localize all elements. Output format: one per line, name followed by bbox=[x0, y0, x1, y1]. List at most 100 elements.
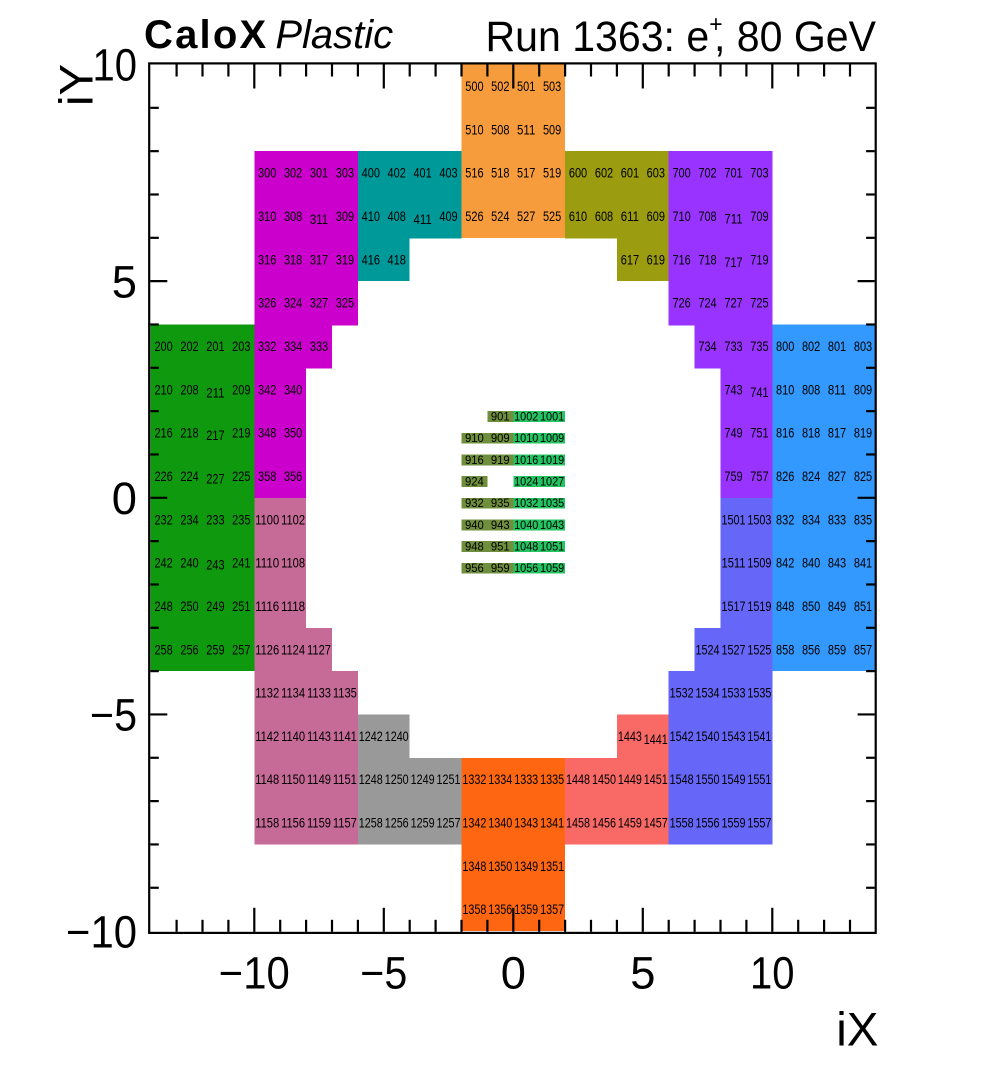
svg-text:242: 242 bbox=[154, 555, 173, 571]
svg-text:310: 310 bbox=[258, 208, 277, 224]
svg-text:1357: 1357 bbox=[540, 901, 564, 917]
svg-text:527: 527 bbox=[517, 208, 536, 224]
svg-text:1010: 1010 bbox=[514, 431, 539, 445]
svg-text:519: 519 bbox=[543, 165, 562, 181]
svg-text:940: 940 bbox=[465, 518, 484, 532]
svg-text:843: 843 bbox=[828, 555, 847, 571]
svg-text:959: 959 bbox=[491, 561, 510, 575]
svg-text:1551: 1551 bbox=[747, 771, 771, 787]
svg-text:−5: −5 bbox=[90, 690, 137, 741]
svg-text:1340: 1340 bbox=[488, 815, 512, 831]
svg-text:1341: 1341 bbox=[540, 815, 564, 831]
svg-text:840: 840 bbox=[802, 555, 821, 571]
svg-text:1134: 1134 bbox=[281, 685, 305, 701]
svg-text:1556: 1556 bbox=[696, 815, 720, 831]
svg-text:1048: 1048 bbox=[514, 540, 539, 554]
svg-text:1257: 1257 bbox=[437, 815, 461, 831]
svg-text:1040: 1040 bbox=[514, 518, 539, 532]
svg-text:1132: 1132 bbox=[255, 685, 279, 701]
svg-text:716: 716 bbox=[672, 251, 691, 267]
svg-text:1358: 1358 bbox=[462, 901, 486, 917]
svg-text:808: 808 bbox=[802, 381, 821, 397]
svg-text:1451: 1451 bbox=[644, 771, 668, 787]
svg-text:901: 901 bbox=[491, 410, 510, 424]
svg-text:10: 10 bbox=[93, 40, 138, 91]
svg-text:743: 743 bbox=[724, 381, 743, 397]
svg-text:826: 826 bbox=[776, 468, 795, 484]
svg-text:524: 524 bbox=[491, 208, 510, 224]
svg-text:256: 256 bbox=[180, 641, 199, 657]
svg-text:516: 516 bbox=[465, 165, 484, 181]
svg-text:259: 259 bbox=[206, 641, 225, 657]
svg-text:1051: 1051 bbox=[540, 540, 564, 554]
svg-text:859: 859 bbox=[828, 641, 847, 657]
svg-text:601: 601 bbox=[621, 165, 640, 181]
svg-text:226: 226 bbox=[154, 468, 173, 484]
svg-text:302: 302 bbox=[284, 165, 303, 181]
svg-text:1532: 1532 bbox=[670, 685, 694, 701]
svg-text:816: 816 bbox=[776, 425, 795, 441]
svg-text:1250: 1250 bbox=[385, 771, 409, 787]
svg-text:718: 718 bbox=[698, 251, 717, 267]
svg-text:327: 327 bbox=[310, 295, 329, 311]
svg-text:1248: 1248 bbox=[359, 771, 383, 787]
svg-text:224: 224 bbox=[180, 468, 199, 484]
svg-text:311: 311 bbox=[310, 211, 329, 227]
svg-text:1533: 1533 bbox=[722, 685, 746, 701]
svg-text:356: 356 bbox=[284, 468, 303, 484]
svg-text:1240: 1240 bbox=[385, 728, 409, 744]
svg-text:201: 201 bbox=[206, 338, 225, 354]
svg-text:202: 202 bbox=[180, 338, 199, 354]
svg-text:319: 319 bbox=[336, 251, 355, 267]
svg-text:1056: 1056 bbox=[514, 561, 539, 575]
svg-text:1441: 1441 bbox=[644, 731, 668, 747]
svg-text:227: 227 bbox=[206, 470, 225, 486]
svg-text:611: 611 bbox=[621, 208, 640, 224]
svg-text:251: 251 bbox=[232, 598, 251, 614]
svg-text:1449: 1449 bbox=[618, 771, 642, 787]
svg-text:0: 0 bbox=[112, 473, 137, 524]
svg-text:1043: 1043 bbox=[540, 518, 565, 532]
svg-text:1348: 1348 bbox=[462, 858, 486, 874]
svg-text:318: 318 bbox=[284, 251, 303, 267]
svg-text:1024: 1024 bbox=[514, 475, 539, 489]
svg-text:811: 811 bbox=[828, 381, 847, 397]
svg-text:810: 810 bbox=[776, 381, 795, 397]
svg-text:400: 400 bbox=[362, 165, 381, 181]
svg-text:301: 301 bbox=[310, 165, 329, 181]
svg-text:408: 408 bbox=[388, 208, 407, 224]
svg-text:234: 234 bbox=[180, 511, 199, 527]
svg-text:1501: 1501 bbox=[722, 511, 746, 527]
svg-text:735: 735 bbox=[750, 338, 769, 354]
svg-text:703: 703 bbox=[750, 165, 769, 181]
svg-text:1349: 1349 bbox=[514, 858, 538, 874]
svg-text:1511: 1511 bbox=[722, 555, 746, 571]
svg-text:1143: 1143 bbox=[307, 728, 331, 744]
svg-text:233: 233 bbox=[206, 511, 225, 527]
svg-text:−10: −10 bbox=[66, 906, 137, 957]
svg-text:235: 235 bbox=[232, 511, 251, 527]
svg-text:733: 733 bbox=[724, 338, 743, 354]
svg-text:932: 932 bbox=[465, 496, 484, 510]
svg-text:1458: 1458 bbox=[566, 815, 590, 831]
svg-text:825: 825 bbox=[854, 468, 873, 484]
svg-text:619: 619 bbox=[647, 251, 666, 267]
svg-text:710: 710 bbox=[672, 208, 691, 224]
svg-text:257: 257 bbox=[232, 641, 251, 657]
svg-text:1256: 1256 bbox=[385, 815, 409, 831]
svg-text:719: 719 bbox=[750, 251, 769, 267]
svg-text:1133: 1133 bbox=[307, 685, 331, 701]
svg-text:402: 402 bbox=[388, 165, 407, 181]
svg-text:832: 832 bbox=[776, 511, 795, 527]
svg-text:1102: 1102 bbox=[281, 511, 305, 527]
svg-text:1150: 1150 bbox=[281, 771, 305, 787]
svg-text:724: 724 bbox=[698, 295, 717, 311]
svg-text:727: 727 bbox=[724, 295, 743, 311]
svg-text:617: 617 bbox=[621, 251, 640, 267]
svg-text:717: 717 bbox=[724, 254, 743, 270]
svg-text:858: 858 bbox=[776, 641, 795, 657]
svg-text:1332: 1332 bbox=[462, 771, 486, 787]
svg-text:500: 500 bbox=[465, 78, 484, 94]
svg-text:842: 842 bbox=[776, 555, 795, 571]
svg-text:1542: 1542 bbox=[670, 728, 694, 744]
